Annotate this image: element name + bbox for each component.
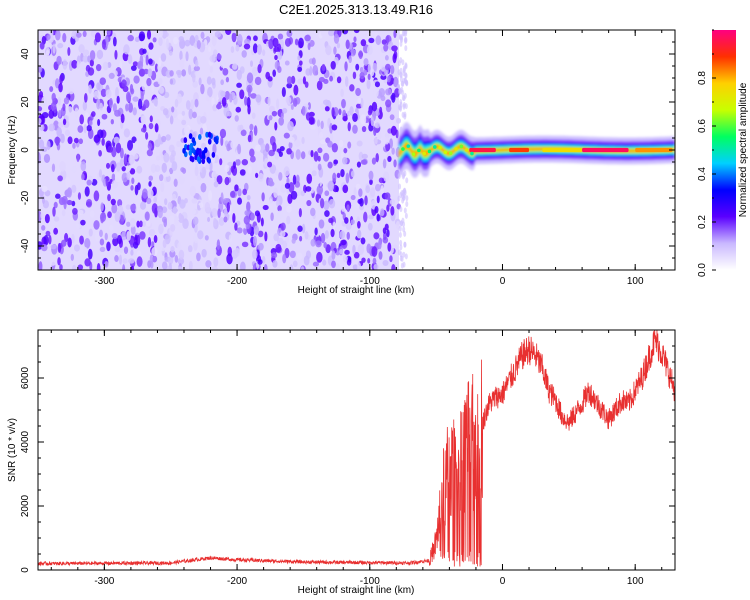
snr-xtick-label: -200 [227,576,247,587]
spectrogram-xtick-label: -100 [360,276,380,287]
spectrogram-xtick-label: 0 [500,276,506,287]
snr-ytick-label: 4000 [20,430,31,453]
colorbar-label: Normalized spectral amplitude [738,82,749,217]
snr-xtick-label: 100 [627,576,644,587]
noise-blob [182,131,219,165]
colorbar-gradient [712,30,736,270]
snr-ytick-label: 2000 [20,494,31,517]
snr-xtick-label: -300 [94,576,114,587]
noise-speckles [38,30,409,270]
colorbar-tick-label: 0.8 [697,71,708,85]
spectrogram-xtick-label: -200 [227,276,247,287]
snr-ytick-label: 6000 [20,366,31,389]
heatmap-cells [38,30,675,270]
snr-xlabel: Height of straight line (km) [298,585,415,596]
spectrogram-ytick-label: -40 [20,238,31,253]
snr-ylabel: SNR (10 * v/v) [7,418,18,482]
spectrogram-xtick-label: 100 [627,276,644,287]
colorbar-tick-label: 0.2 [697,215,708,229]
snr-ytick-label: 0 [20,567,31,573]
chart-title: C2E1.2025.313.13.49.R16 [279,2,433,17]
colorbar-ticks: 0.0 0.2 0.4 0.6 0.8 [697,29,716,277]
signal-ridge [399,121,675,179]
spectrogram-ytick-label: 40 [20,48,31,60]
colorbar-tick-label: 0.6 [697,119,708,133]
spectrogram-xlabel: Height of straight line (km) [298,285,415,296]
snr-xtick-label: 0 [500,576,506,587]
colorbar-tick-label: 0.0 [697,263,708,277]
spectrogram-ylabel: Frequency (Hz) [7,116,18,185]
spectrogram-ytick-label: 20 [20,96,31,108]
ridge-hotspots [401,144,673,156]
spectrogram-ytick-label: 0 [20,147,31,153]
snr-series-line [38,330,675,567]
snr-frame [37,329,676,571]
snr-xtick-label: -100 [360,576,380,587]
spectrogram-xtick-label: -300 [94,276,114,287]
colorbar: 0.0 0.2 0.4 0.6 0.8 Normalized spectral ampl… [697,29,749,277]
spectrogram-ytick-label: -20 [20,190,31,205]
colorbar-tick-label: 0.4 [697,167,708,181]
